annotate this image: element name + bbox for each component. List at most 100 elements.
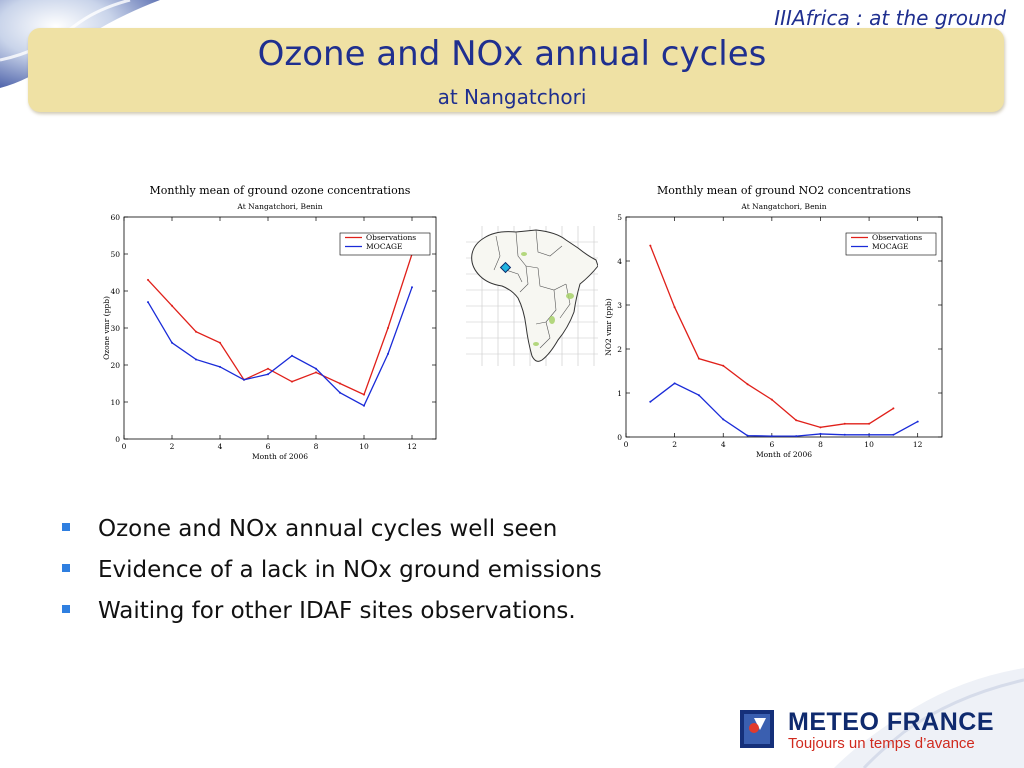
y-axis-label: Ozone vmr (ppb) [102, 296, 111, 360]
y-axis-label: NO2 vmr (ppb) [604, 298, 613, 356]
bullet-square-icon [62, 604, 70, 613]
x-tick-label: 6 [266, 442, 271, 451]
data-point [673, 306, 676, 309]
y-tick-label: 60 [110, 213, 120, 222]
africa-site-map [466, 226, 598, 366]
x-tick-label: 4 [721, 440, 726, 449]
data-point [819, 426, 822, 429]
x-axis-label: Month of 2006 [756, 450, 812, 459]
series-line [649, 382, 919, 437]
data-point [147, 301, 149, 304]
data-point [697, 357, 700, 360]
ozone-chart: Monthly mean of ground ozone concentrati… [102, 184, 437, 461]
bullet-list: Ozone and NOx annual cycles well seen Ev… [62, 508, 602, 631]
data-point [795, 435, 798, 438]
data-point [770, 435, 773, 438]
y-tick-label: 3 [617, 301, 622, 310]
data-point [363, 404, 365, 407]
slide-title: Ozone and NOx annual cycles [257, 34, 767, 74]
meteo-france-logo-icon [740, 710, 774, 748]
data-point [746, 383, 749, 386]
x-tick-label: 4 [218, 442, 223, 451]
data-point [171, 341, 173, 344]
data-point [339, 391, 341, 394]
data-point [795, 419, 798, 422]
legend-box [845, 232, 937, 256]
x-tick-label: 10 [864, 440, 874, 449]
x-tick-label: 6 [769, 440, 774, 449]
x-tick-label: 8 [818, 440, 823, 449]
x-tick-label: 12 [913, 440, 923, 449]
data-point [339, 382, 341, 385]
bullet-item: Waiting for other IDAF sites observation… [62, 590, 602, 631]
y-tick-label: 0 [617, 433, 622, 442]
data-point [291, 354, 293, 357]
corner-swirl-decoration [834, 668, 1024, 768]
bullet-text: Evidence of a lack in NOx ground emissio… [98, 556, 602, 583]
title-band [28, 28, 1004, 112]
data-point [363, 393, 365, 396]
data-point [195, 358, 197, 361]
data-point [649, 400, 652, 403]
chart-subtitle: At Nangatchori, Benin [740, 202, 826, 211]
series-line [147, 287, 413, 407]
data-point [868, 422, 871, 425]
chart-title: Monthly mean of ground NO2 concentration… [657, 184, 911, 197]
no2-chart: Monthly mean of ground NO2 concentration… [604, 184, 943, 459]
legend-label: Observations [872, 233, 922, 242]
legend-label: Observations [366, 233, 416, 242]
data-point [868, 433, 871, 436]
y-tick-label: 50 [110, 250, 120, 259]
legend-box [339, 232, 431, 256]
data-point [892, 433, 895, 436]
plot-frame [625, 216, 943, 438]
data-point [649, 244, 652, 247]
data-point [722, 418, 725, 421]
y-tick-label: 10 [110, 398, 120, 407]
y-tick-label: 1 [617, 389, 622, 398]
bullet-text: Ozone and NOx annual cycles well seen [98, 515, 558, 542]
data-point [746, 434, 749, 437]
y-tick-label: 2 [617, 345, 622, 354]
data-point [219, 365, 221, 368]
y-tick-label: 30 [110, 324, 120, 333]
logo-name: METEO FRANCE [788, 708, 994, 736]
vegetation-patches [521, 252, 574, 346]
header-tag: IIIAfrica : at the ground [774, 6, 1006, 30]
site-marker [499, 261, 512, 274]
data-point [697, 394, 700, 397]
legend-label: MOCAGE [872, 242, 908, 251]
slide-subtitle: at Nangatchori [437, 85, 587, 109]
x-tick-label: 12 [407, 442, 417, 451]
data-point [243, 378, 245, 381]
data-point [315, 367, 317, 370]
x-axis-label: Month of 2006 [252, 452, 308, 461]
bullet-item: Ozone and NOx annual cycles well seen [62, 508, 602, 549]
data-point [843, 433, 846, 436]
data-point [722, 364, 725, 367]
x-tick-label: 2 [672, 440, 677, 449]
x-tick-label: 0 [624, 440, 629, 449]
data-point [291, 380, 293, 383]
bullet-square-icon [62, 563, 70, 572]
y-tick-label: 40 [110, 287, 120, 296]
legend-label: MOCAGE [366, 242, 402, 251]
chart-title: Monthly mean of ground ozone concentrati… [150, 184, 411, 197]
y-tick-label: 20 [110, 361, 120, 370]
data-point [267, 373, 269, 376]
x-tick-label: 0 [122, 442, 127, 451]
data-point [267, 367, 269, 370]
x-tick-label: 10 [359, 442, 369, 451]
x-tick-label: 8 [314, 442, 319, 451]
data-point [387, 327, 389, 329]
data-point [171, 304, 173, 307]
data-point [770, 398, 773, 401]
series-line [147, 253, 413, 396]
data-point [315, 371, 317, 374]
country-borders [493, 229, 571, 349]
africa-outline [471, 229, 598, 362]
data-point [673, 382, 676, 385]
data-point [892, 407, 895, 410]
data-point [916, 420, 919, 423]
data-point [219, 341, 221, 344]
